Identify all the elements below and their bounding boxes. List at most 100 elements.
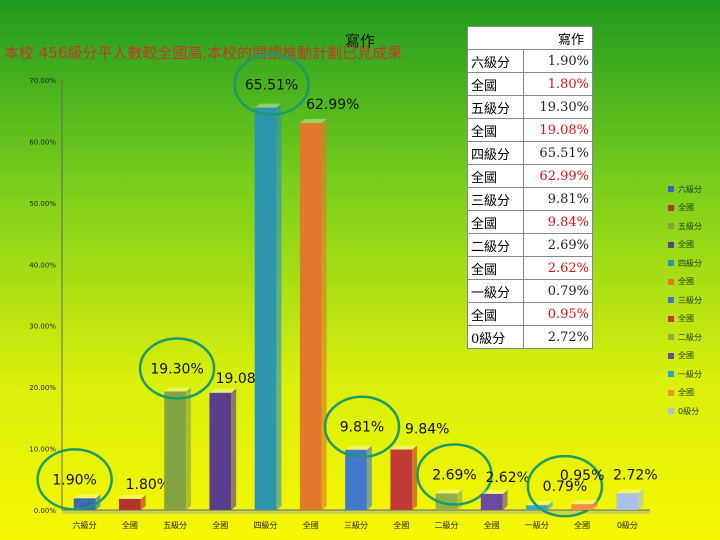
bar-top — [299, 119, 327, 124]
data-table-label: 六級分 — [466, 49, 525, 73]
x-tick-label: 0級分 — [617, 520, 638, 530]
x-tick-label: 一級分 — [525, 520, 549, 530]
legend-swatch — [668, 241, 674, 248]
legend-entry: 全國 — [668, 310, 702, 329]
bar — [209, 392, 232, 510]
legend-label: 全國 — [678, 388, 694, 398]
x-tick-label: 六級分 — [73, 520, 97, 530]
x-tick-label: 二級分 — [434, 520, 458, 530]
bar-top — [390, 445, 418, 450]
legend-entry: 六級分 — [668, 180, 702, 199]
data-table-label: 二級分 — [466, 233, 525, 257]
x-tick-label: 三級分 — [344, 520, 368, 530]
data-table-row: 三級分 9.81% — [466, 187, 593, 211]
bar — [299, 123, 322, 510]
bar-top — [164, 387, 191, 392]
data-label: 2.69% — [432, 467, 476, 483]
data-table-label: 全國 — [466, 118, 525, 142]
bar-side — [140, 494, 146, 510]
y-tick-label: 10.00% — [29, 446, 56, 454]
data-table-label: 全國 — [466, 302, 525, 326]
data-label: 2.62% — [485, 470, 529, 486]
legend-swatch — [668, 334, 674, 341]
data-table-header: 寫作 — [467, 26, 593, 50]
bar-side — [185, 387, 191, 510]
bar-side — [276, 103, 282, 511]
bar — [480, 493, 503, 510]
legend-entry: 全國 — [668, 199, 702, 218]
data-table-row: 六級分 1.90% — [466, 49, 593, 73]
data-table-value: 2.62% — [523, 256, 593, 280]
y-tick-label: 20.00% — [29, 384, 56, 392]
data-label: 19.30% — [150, 361, 203, 377]
legend-label: 0級分 — [678, 406, 700, 416]
legend-swatch — [668, 352, 674, 359]
data-table-value: 65.51% — [523, 141, 593, 165]
bar-side — [321, 119, 327, 510]
bar-top — [616, 489, 644, 494]
data-table-value: 1.80% — [523, 72, 593, 96]
data-table-label: 三級分 — [466, 187, 525, 211]
legend-label: 全國 — [678, 314, 694, 324]
highlight-circle — [526, 454, 604, 518]
y-tick-label: 70.00% — [29, 77, 56, 85]
bar — [164, 391, 186, 510]
x-tick-label: 全國 — [574, 520, 590, 530]
data-label: 0.95% — [560, 468, 604, 484]
legend-label: 二級分 — [678, 332, 702, 342]
data-table-row: 二級分 2.69% — [466, 233, 593, 257]
data-table-label: 全國 — [466, 256, 525, 280]
legend-entry: 二級分 — [668, 328, 702, 347]
x-tick-label: 全國 — [212, 520, 228, 530]
data-table-label: 全國 — [466, 72, 525, 96]
data-table-label: 0級分 — [466, 325, 525, 349]
y-tick-label: 0.00% — [34, 507, 57, 515]
highlight-circle — [323, 395, 401, 458]
legend-label: 全國 — [678, 277, 694, 287]
data-table-value: 1.90% — [523, 49, 593, 73]
y-tick-label: 40.00% — [29, 261, 56, 269]
legend-label: 四級分 — [678, 258, 702, 268]
data-table-value: 19.30% — [523, 95, 593, 119]
chart-floor — [62, 510, 650, 514]
legend-entry: 全國 — [668, 347, 702, 366]
data-label: 62.99% — [306, 97, 359, 113]
x-tick-label: 全國 — [122, 520, 138, 530]
data-table-title: 寫作 — [467, 26, 593, 50]
y-tick-label: 60.00% — [29, 138, 56, 146]
bar — [118, 498, 141, 510]
data-table-value: 2.72% — [523, 325, 593, 349]
legend-entry: 0級分 — [668, 402, 702, 421]
highlight-circle — [416, 443, 493, 506]
legend-swatch — [668, 260, 674, 267]
data-table-row: 全國 62.99% — [466, 164, 593, 188]
data-table-value: 0.79% — [523, 279, 593, 303]
bar-side — [231, 388, 237, 510]
legend-entry: 全國 — [668, 236, 702, 255]
bar-side — [547, 501, 553, 510]
bar-top — [73, 494, 101, 499]
bar — [435, 493, 458, 510]
bar — [345, 449, 367, 510]
data-table: 寫作 六級分 1.90% 全國 1.80% 五級分 19.30% 全國 19.08% 四級分 65… — [466, 26, 593, 349]
data-table-label: 五級分 — [466, 95, 525, 119]
legend-swatch — [668, 389, 674, 396]
data-label: 0.79% — [543, 479, 587, 495]
data-table-row: 一級分 0.79% — [466, 279, 593, 303]
data-table-row: 全國 0.95% — [466, 302, 593, 326]
bar — [254, 107, 277, 511]
data-table-value: 9.81% — [523, 187, 593, 211]
x-tick-label: 全國 — [303, 520, 319, 530]
legend-swatch — [668, 371, 674, 378]
highlight-circle — [138, 337, 216, 400]
chart-title: 寫作 — [345, 32, 376, 50]
bar — [526, 505, 548, 510]
data-table-value: 19.08% — [523, 118, 593, 142]
bar-top — [118, 494, 146, 499]
x-tick-label: 四級分 — [254, 520, 278, 530]
data-table-row: 全國 19.08% — [466, 118, 593, 142]
legend-label: 五級分 — [678, 221, 702, 231]
legend-entry: 全國 — [668, 273, 702, 292]
